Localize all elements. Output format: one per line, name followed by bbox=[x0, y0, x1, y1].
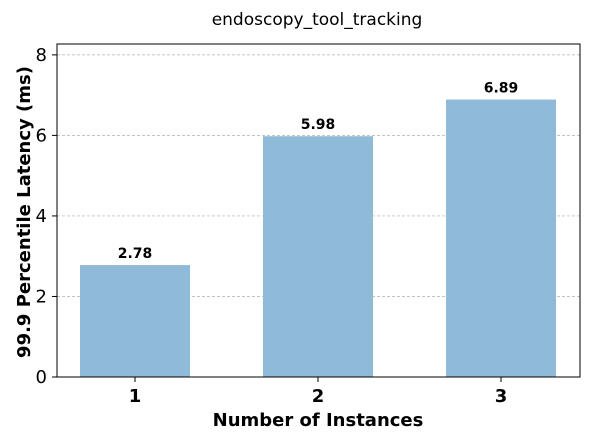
x-tick-label: 3 bbox=[495, 386, 508, 407]
y-tick-label: 6 bbox=[36, 125, 47, 146]
x-axis-label: Number of Instances bbox=[213, 410, 424, 431]
data-label-2: 5.98 bbox=[301, 117, 336, 133]
x-axis-ticks: 1 2 3 bbox=[129, 377, 508, 407]
y-tick-label: 2 bbox=[36, 286, 47, 307]
data-label-1: 2.78 bbox=[118, 246, 153, 262]
y-axis-label: 99.9 Percentile Latency (ms) bbox=[14, 66, 35, 358]
y-tick-label: 8 bbox=[36, 45, 47, 66]
chart-title: endoscopy_tool_tracking bbox=[212, 10, 423, 30]
x-tick-label: 2 bbox=[312, 386, 325, 407]
bar-2 bbox=[263, 136, 373, 377]
data-label-3: 6.89 bbox=[484, 81, 519, 97]
y-tick-label: 4 bbox=[36, 206, 47, 227]
y-axis-ticks: 0 2 4 6 8 bbox=[36, 45, 57, 388]
bar-3 bbox=[446, 99, 556, 377]
x-tick-label: 1 bbox=[129, 386, 142, 407]
bar-1 bbox=[80, 265, 190, 377]
bars bbox=[80, 99, 556, 377]
y-tick-label: 0 bbox=[36, 367, 47, 388]
data-labels: 2.78 5.98 6.89 bbox=[118, 81, 519, 262]
